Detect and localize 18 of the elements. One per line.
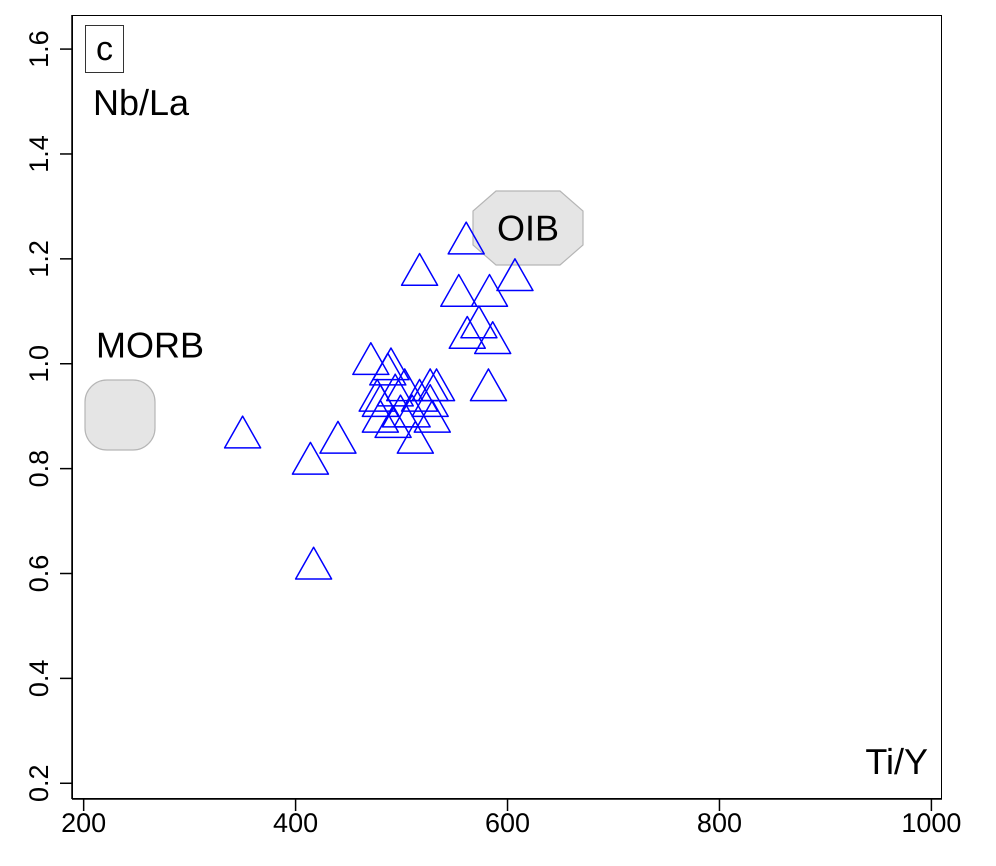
x-axis-title: Ti/Y [865,741,928,783]
y-tick-label: 0.6 [24,554,54,592]
y-tick-label: 1.2 [24,240,54,278]
y-tick-label: 0.2 [24,764,54,802]
x-tick-label: 600 [485,808,530,838]
x-tick-label: 200 [61,808,106,838]
x-tick-label: 400 [273,808,318,838]
y-tick-label: 0.4 [24,660,54,698]
annotation: c [85,25,124,73]
x-tick-label: 800 [696,808,742,838]
y-tick-label: 0.8 [24,450,54,488]
y-tick-label: 1.6 [24,30,54,68]
x-tick-label: 1000 [901,808,962,838]
y-tick-label: 1.4 [24,135,54,173]
annotation: OIB [496,208,560,248]
y-axis-title: Nb/La [93,82,190,124]
annotation: MORB [96,324,204,366]
y-tick-label: 1.0 [24,344,54,383]
